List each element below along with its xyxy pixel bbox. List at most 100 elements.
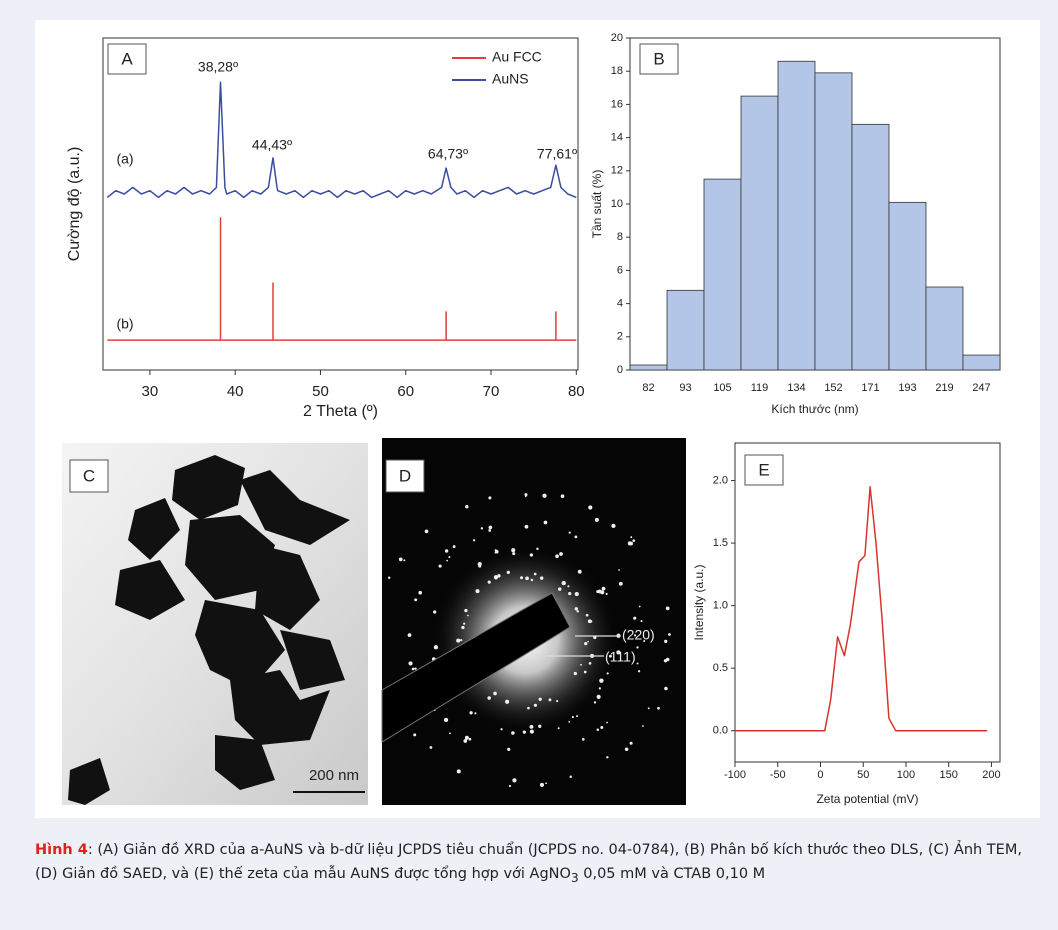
bar [666,289,705,371]
diffraction-spot [448,556,451,559]
diffraction-spot [488,525,493,530]
diffraction-spot [571,715,574,719]
diffraction-spot [557,727,560,730]
diffraction-spot [529,729,534,734]
series-line [735,486,988,732]
diffraction-spot [638,605,641,608]
panel-label: D [399,466,411,485]
diffraction-spot [497,574,501,578]
diffraction-spot [487,580,491,584]
y-axis-label: Intensity (a.u.) [692,564,706,640]
diffraction-spot [632,539,636,543]
diffraction-spot [414,598,418,602]
diffraction-spot [560,552,563,555]
x-axis-label: Zeta potential (mV) [816,792,918,806]
particle [240,470,350,545]
diffraction-spot [511,548,516,553]
diffraction-spot [594,517,599,522]
particle [115,560,185,620]
diffraction-spot [488,529,492,532]
x-tick-label: 100 [897,769,915,781]
diffraction-spot [636,662,639,665]
diffraction-spot [585,613,589,617]
particle [255,545,320,630]
scale-label: 200 nm [309,767,359,784]
diffraction-spot [507,747,511,751]
diffraction-spot [569,775,572,779]
diffraction-spot [464,608,468,613]
caption-subscript: 3 [570,870,579,885]
x-tick-label: 93 [679,382,691,394]
diffraction-spot [630,536,633,539]
diffraction-spot [618,569,620,571]
x-tick-label: 134 [787,382,805,394]
diffraction-spot [560,494,565,498]
x-tick-label: 60 [397,383,414,400]
caption-text: 0,05 mM và CTAB 0,10 M [578,866,766,882]
y-tick-label: 1.5 [713,537,728,549]
diffraction-spot [512,778,517,783]
diffraction-spot [444,717,449,723]
diffraction-spot [494,549,497,552]
saed-image: (220) (111) D [381,438,686,805]
diffraction-spot [464,735,469,740]
diffraction-spot [581,737,585,741]
x-tick-label: 40 [227,383,244,400]
x-tick-label: 50 [857,769,869,781]
diffraction-spot [543,520,548,525]
x-tick-label: 0 [817,769,823,781]
diffraction-spot [609,654,612,658]
diffraction-spot [527,706,530,710]
diffraction-spot [574,535,578,539]
chart-A: 30 40 50 60 70 80 2 Theta (º) Cường độ (a.u.) A A… [66,37,585,420]
diffraction-spot [488,496,492,500]
diffraction-spot [573,671,577,676]
panel-label-box [69,459,109,493]
diffraction-spot [640,620,643,623]
x-tick-label: 119 [751,382,769,394]
diffraction-spot [463,622,466,625]
caption-text: : (A) Giản đồ XRD của a-AuNS và b-dữ liệ… [35,842,1022,882]
diffraction-spot [456,769,461,774]
particle [185,515,275,600]
panel-label: B [653,49,664,68]
diffraction-spot [433,610,437,614]
diffraction-spot [545,782,547,785]
ring-label: (220) [622,627,655,643]
x-tick-label: 219 [935,382,953,394]
bar [888,201,927,371]
diffraction-spot [539,782,545,787]
y-tick-label: 0.0 [713,725,728,737]
panel-label-box [107,43,147,75]
diffraction-spot [461,625,465,630]
diffraction-spot [618,581,623,586]
diffraction-spot [465,505,469,509]
diffraction-spot [624,747,629,752]
x-tick-label: 70 [483,383,500,400]
diffraction-spot [522,730,526,734]
diffraction-spot [398,557,403,562]
diffraction-spot [601,586,606,591]
particles [68,455,350,805]
diffraction-spot [449,732,451,735]
diffraction-spot [460,638,463,642]
x-tick-label: 30 [142,383,159,400]
annotation: 38,28º [198,59,238,75]
y-tick-label: 6 [617,264,623,276]
diffraction-spot [580,663,582,666]
y-axis-label: Cường độ (a.u.) [66,147,83,262]
x-tick-label: 82 [642,382,654,394]
diffraction-spot [596,728,600,732]
diffraction-spot [664,686,668,691]
diffraction-spot [637,670,641,673]
panel-label: C [83,466,95,485]
diffraction-spot [633,616,637,620]
x-tick-label: 247 [972,382,990,394]
diffraction-spot [576,715,578,718]
particle [68,758,110,805]
diffraction-spot [403,559,406,562]
diffraction-spot [606,721,608,724]
series-line [106,81,577,199]
